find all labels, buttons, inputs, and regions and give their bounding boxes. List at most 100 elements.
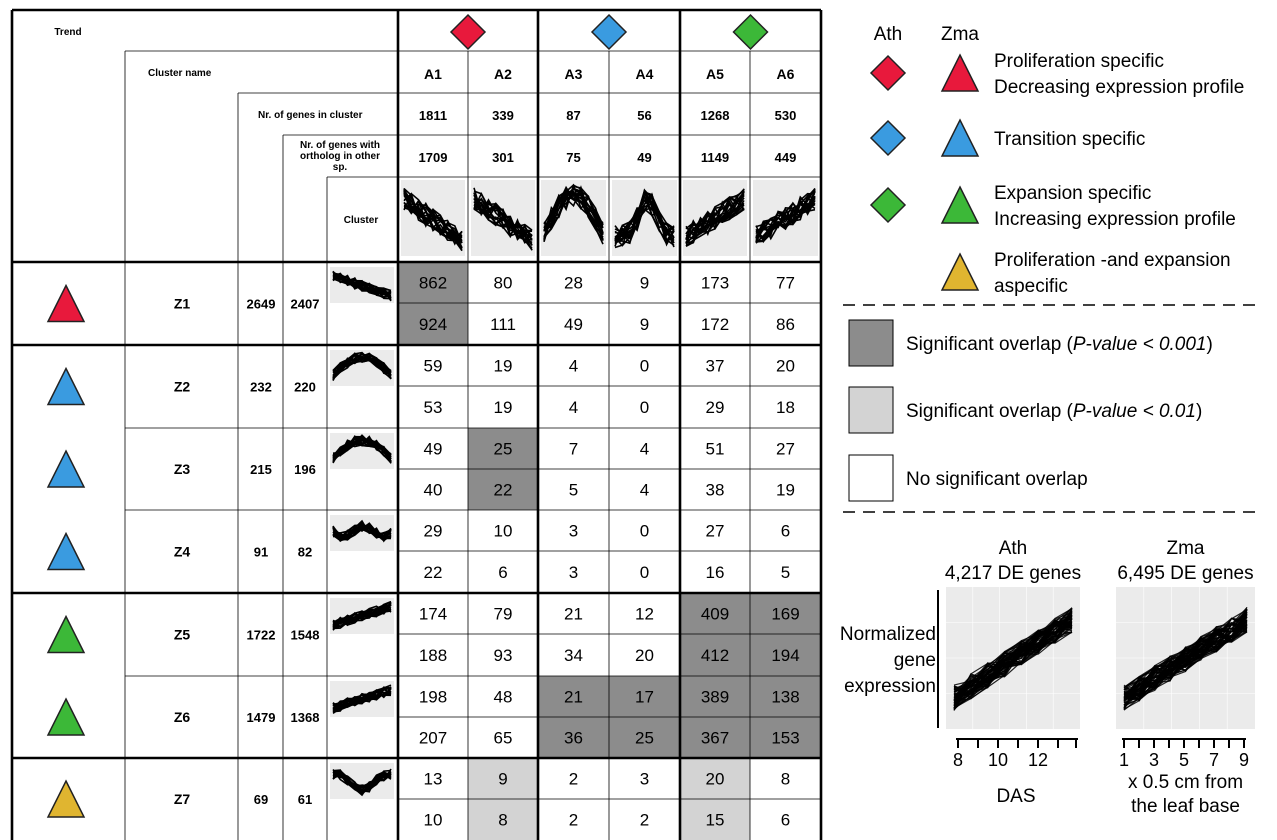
column-cluster-thumbnail-A3 (541, 180, 606, 256)
row-cluster-thumbnail-Z2 (330, 350, 394, 386)
overlap-value: 49 (564, 315, 583, 334)
profile-line (614, 196, 675, 247)
profile-tick-label: 5 (1179, 750, 1189, 770)
overlap-cell-shade (680, 676, 750, 717)
column-genes-A2: 339 (492, 108, 514, 123)
overlap-value: 36 (564, 729, 583, 748)
row-aspecific-triangle-icon (46, 779, 86, 818)
overlap-value: 5 (781, 563, 790, 582)
profile-tick-label: 1 (1119, 750, 1129, 770)
overlap-value: 20 (635, 646, 654, 665)
legend-overlap-none-label: No significant overlap (906, 469, 1088, 490)
overlap-value: 12 (635, 605, 654, 624)
overlap-value: 48 (494, 688, 513, 707)
overlap-value: 6 (781, 522, 790, 541)
profile-trace (953, 618, 1073, 702)
profile-line (332, 353, 392, 380)
legend-proliferation-label: Decreasing expression profile (994, 77, 1244, 98)
overlap-value: 172 (701, 315, 729, 334)
overlap-value: 6 (781, 811, 790, 830)
legend-expansion-label: Increasing expression profile (994, 209, 1236, 230)
profile-trace (1123, 626, 1248, 699)
row-orthologs-Z6: 1368 (291, 710, 320, 725)
overlap-value: 3 (640, 770, 649, 789)
column-cluster-thumbnail-A4 (612, 180, 677, 256)
overlap-cell-shade (398, 303, 468, 345)
overlap-cell-shade (609, 717, 680, 758)
overlap-value: 86 (776, 315, 795, 334)
row-expansion-triangle-icon (46, 614, 86, 654)
overlap-value: 367 (701, 729, 729, 748)
column-orthologs-A3: 75 (566, 150, 580, 165)
overlap-cell-shade (750, 676, 821, 717)
nr-ortholog-header: ortholog in other (300, 151, 380, 162)
row-name-Z1: Z1 (174, 296, 191, 312)
row-orthologs-Z2: 220 (294, 380, 316, 395)
profile-line (403, 196, 463, 237)
row-orthologs-Z5: 1548 (291, 628, 320, 643)
overlap-value: 4 (569, 398, 578, 417)
nr-genes-header: Nr. of genes in cluster (258, 110, 363, 121)
overlap-value: 8 (781, 770, 790, 789)
profile-line (332, 357, 392, 380)
overlap-value: 19 (776, 481, 795, 500)
overlap-value: 13 (424, 770, 443, 789)
profile-line (332, 684, 392, 712)
profile-line (332, 357, 392, 375)
overlap-value: 34 (564, 646, 583, 665)
row-orthologs-Z4: 82 (298, 545, 312, 560)
profile-line (332, 274, 392, 300)
overlap-cell-shade (750, 717, 821, 758)
overlap-cell-shade (680, 799, 750, 840)
profile-trace (1123, 630, 1248, 698)
profile-xlabel: x 0.5 cm from (1128, 772, 1243, 793)
column-orthologs-A5: 1149 (701, 150, 729, 165)
overlap-value: 6 (498, 563, 507, 582)
overlap-value: 93 (494, 646, 513, 665)
column-genes-A1: 1811 (419, 108, 447, 123)
overlap-value: 198 (419, 688, 447, 707)
overlap-value: 153 (771, 729, 799, 748)
column-name-A2: A2 (494, 66, 512, 82)
profile-trace (1123, 623, 1248, 700)
legend-expansion-label: Expansion specific (994, 183, 1151, 204)
profile-trace (953, 612, 1073, 699)
overlap-value: 40 (424, 481, 443, 500)
legend-proliferation-label: Proliferation specific (994, 51, 1164, 72)
legend-aspecific-label: aspecific (994, 276, 1068, 297)
overlap-value: 25 (635, 729, 654, 748)
row-cluster-thumbnail-Z3 (330, 433, 394, 469)
overlap-value: 169 (771, 605, 799, 624)
overlap-value: 27 (776, 440, 795, 459)
overlap-value: 19 (494, 398, 513, 417)
overlap-value: 21 (564, 688, 583, 707)
row-name-Z5: Z5 (174, 627, 191, 643)
overlap-value: 9 (498, 770, 507, 789)
legend-overlap-light-label: Significant overlap (P-value < 0.01) (906, 401, 1202, 422)
overlap-value: 20 (706, 770, 725, 789)
profile-line (332, 276, 392, 296)
profile-line (473, 191, 533, 241)
overlap-cell-shade (680, 717, 750, 758)
profile-tick-label: 9 (1239, 750, 1249, 770)
row-orthologs-Z1: 2407 (291, 297, 320, 312)
row-orthologs-Z3: 196 (294, 462, 316, 477)
overlap-value: 188 (419, 646, 447, 665)
profile-tick-label: 12 (1028, 750, 1048, 770)
profile-line (332, 600, 392, 627)
profile-line (614, 194, 675, 241)
column-orthologs-A6: 449 (775, 150, 797, 165)
profile-trace (1123, 611, 1248, 698)
overlap-value: 20 (776, 357, 795, 376)
legend-overlap-none-swatch (848, 454, 894, 502)
column-orthologs-A1: 1709 (419, 150, 448, 165)
overlap-value: 8 (498, 811, 507, 830)
row-genes-Z4: 91 (254, 545, 268, 560)
overlap-value: 37 (706, 357, 725, 376)
profile-tick-label: 8 (953, 750, 963, 770)
profile-trace (1123, 609, 1248, 696)
overlap-value: 0 (640, 398, 649, 417)
overlap-cell-shade (398, 262, 468, 303)
column-genes-A5: 1268 (701, 108, 730, 123)
legend-aspecific-triangle-icon (940, 252, 980, 291)
